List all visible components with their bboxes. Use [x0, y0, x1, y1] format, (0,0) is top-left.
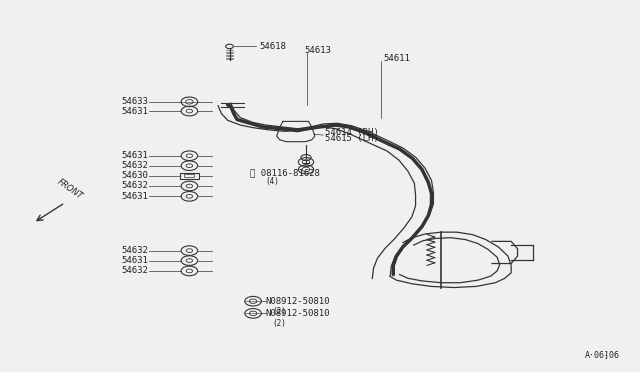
Text: FRONT: FRONT [56, 177, 84, 201]
Text: (2): (2) [272, 319, 286, 328]
Text: 54632: 54632 [121, 182, 148, 190]
Text: 54632: 54632 [121, 246, 148, 255]
Text: (4): (4) [266, 177, 280, 186]
Text: 54614 (RH): 54614 (RH) [325, 128, 379, 137]
Text: 54631: 54631 [121, 256, 148, 265]
Text: 54630: 54630 [121, 171, 148, 180]
Text: 54611: 54611 [384, 54, 411, 63]
Text: N08912-50810: N08912-50810 [266, 309, 330, 318]
Text: 54631: 54631 [121, 192, 148, 201]
Text: 54631: 54631 [121, 151, 148, 160]
Text: 54631: 54631 [121, 106, 148, 116]
Text: 54618: 54618 [259, 42, 286, 51]
Text: (2): (2) [272, 307, 286, 316]
Text: 54632: 54632 [121, 161, 148, 170]
Text: N08912-50810: N08912-50810 [266, 297, 330, 306]
Text: 54613: 54613 [304, 46, 331, 55]
Text: 54615 (LH): 54615 (LH) [325, 134, 379, 143]
Text: 54632: 54632 [121, 266, 148, 275]
Text: Ⓑ 08116-81628: Ⓑ 08116-81628 [250, 169, 320, 177]
Text: 54633: 54633 [121, 97, 148, 106]
Text: A·06⁆06: A·06⁆06 [584, 350, 620, 359]
